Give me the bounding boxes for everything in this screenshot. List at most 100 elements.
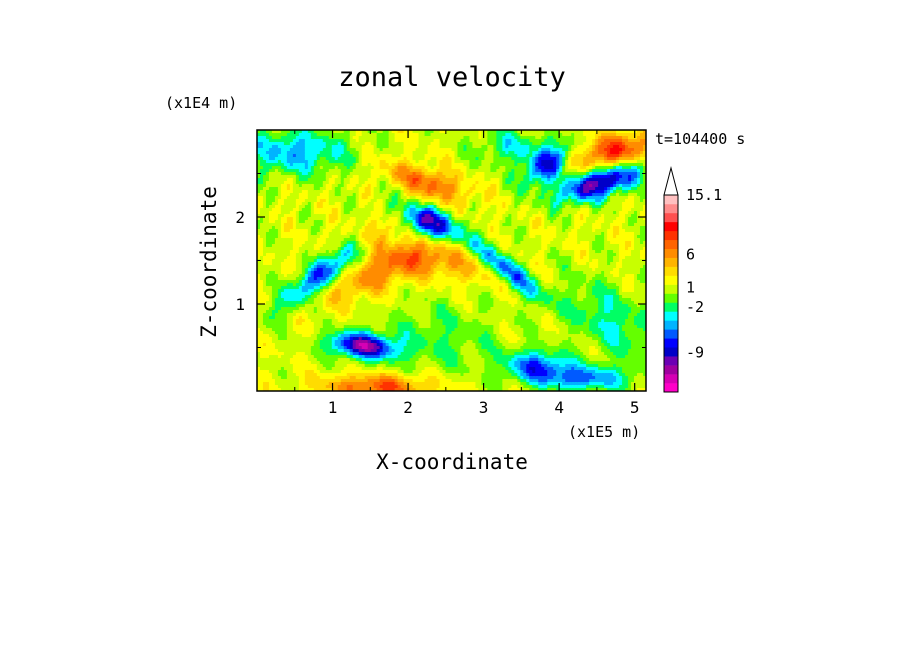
heatmap-cell xyxy=(328,217,333,221)
heatmap-cell xyxy=(265,139,270,143)
heatmap-cell xyxy=(325,289,330,293)
heatmap-cell xyxy=(283,316,288,320)
heatmap-cell xyxy=(295,262,300,266)
heatmap-cell xyxy=(283,295,288,299)
heatmap-cell xyxy=(343,142,348,146)
heatmap-cell xyxy=(316,295,321,299)
heatmap-cell xyxy=(355,202,360,206)
heatmap-cell xyxy=(331,253,336,257)
heatmap-cell xyxy=(355,370,360,374)
heatmap-cell xyxy=(298,130,303,134)
heatmap-cell xyxy=(340,304,345,308)
heatmap-cell xyxy=(304,205,309,209)
heatmap-cell xyxy=(328,379,333,383)
heatmap-cell xyxy=(307,304,312,308)
heatmap-cell xyxy=(322,382,327,386)
heatmap-cell xyxy=(301,367,306,371)
heatmap-cell xyxy=(328,184,333,188)
heatmap-cell xyxy=(257,241,261,245)
heatmap-cell xyxy=(295,229,300,233)
heatmap-cell xyxy=(262,385,267,389)
heatmap-cell xyxy=(331,271,336,275)
heatmap-cell xyxy=(259,340,264,344)
heatmap-cell xyxy=(358,238,363,242)
heatmap-cell xyxy=(277,235,282,239)
heatmap-cell xyxy=(355,223,360,227)
heatmap-cell xyxy=(259,355,264,359)
heatmap-cell xyxy=(325,352,330,356)
heatmap-cell xyxy=(316,382,321,386)
heatmap-cell xyxy=(346,232,351,236)
heatmap-cell xyxy=(325,235,330,239)
heatmap-cell xyxy=(265,385,270,389)
heatmap-cell xyxy=(283,322,288,326)
heatmap-cell xyxy=(328,334,333,338)
heatmap-cell xyxy=(358,196,363,200)
heatmap-cell xyxy=(325,388,330,391)
heatmap-cell xyxy=(358,148,363,152)
heatmap-cell xyxy=(346,178,351,182)
heatmap-cell xyxy=(298,316,303,320)
heatmap-cell xyxy=(262,181,267,185)
heatmap-cell xyxy=(301,280,306,284)
heatmap-cell xyxy=(259,268,264,272)
heatmap-cell xyxy=(331,244,336,248)
heatmap-cell xyxy=(265,262,270,266)
heatmap-cell xyxy=(349,190,354,194)
heatmap-cell xyxy=(319,253,324,257)
heatmap-cell xyxy=(301,289,306,293)
heatmap-cell xyxy=(358,163,363,167)
heatmap-cell xyxy=(265,148,270,152)
heatmap-cell xyxy=(340,313,345,317)
heatmap-cell xyxy=(334,151,339,155)
heatmap-cell xyxy=(259,253,264,257)
heatmap-cell xyxy=(310,139,315,143)
heatmap-cell xyxy=(295,301,300,305)
heatmap-cell xyxy=(274,142,279,146)
heatmap-cell xyxy=(274,352,279,356)
heatmap-cell xyxy=(289,319,294,323)
heatmap-cell xyxy=(352,148,357,152)
heatmap-cell xyxy=(259,364,264,368)
heatmap-cell xyxy=(257,208,261,212)
heatmap-cell xyxy=(328,352,333,356)
heatmap-cell xyxy=(259,142,264,146)
heatmap-cell xyxy=(361,139,366,143)
heatmap-cell xyxy=(301,199,306,203)
heatmap-cell xyxy=(364,313,369,317)
heatmap-cell xyxy=(259,199,264,203)
heatmap-cell xyxy=(268,253,273,257)
heatmap-cell xyxy=(292,283,297,287)
heatmap-cell xyxy=(259,247,264,251)
heatmap-cell xyxy=(328,193,333,197)
heatmap-cell xyxy=(331,166,336,170)
heatmap-cell xyxy=(322,292,327,296)
heatmap-cell xyxy=(355,361,360,365)
heatmap-cell xyxy=(271,340,276,344)
heatmap-cell xyxy=(289,277,294,281)
heatmap-cell xyxy=(337,388,342,391)
heatmap-cell xyxy=(313,322,318,326)
heatmap-cell xyxy=(358,217,363,221)
heatmap-cell xyxy=(298,364,303,368)
heatmap-cell xyxy=(277,379,282,383)
heatmap-cell xyxy=(343,277,348,281)
heatmap-cell xyxy=(319,217,324,221)
heatmap-cell xyxy=(340,271,345,275)
heatmap-cell xyxy=(361,241,366,245)
heatmap-cell xyxy=(289,226,294,230)
heatmap-cell xyxy=(268,277,273,281)
heatmap-cell xyxy=(328,295,333,299)
heatmap-cell xyxy=(268,298,273,302)
heatmap-cell xyxy=(310,361,315,365)
heatmap-cell xyxy=(274,160,279,164)
heatmap-cell xyxy=(286,337,291,341)
heatmap-cell xyxy=(358,376,363,380)
heatmap-cell xyxy=(310,328,315,332)
heatmap-cell xyxy=(355,334,360,338)
heatmap-cell xyxy=(343,322,348,326)
heatmap-cell xyxy=(286,298,291,302)
heatmap-cell xyxy=(322,253,327,257)
heatmap-cell xyxy=(257,310,261,314)
heatmap-cell xyxy=(280,172,285,176)
